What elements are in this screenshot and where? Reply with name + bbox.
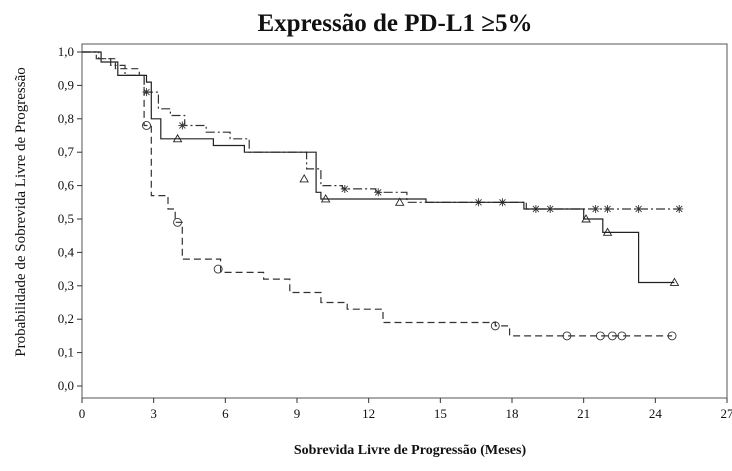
censor-mark-triangle [300,175,308,182]
plot-series [82,52,683,340]
x-tick-label: 24 [649,406,663,421]
y-tick-label: 0,8 [58,111,74,126]
y-tick-label: 0,9 [58,77,74,92]
x-tick-label: 18 [506,406,519,421]
y-axis-label: Probabilidade de Sobrevida Livre de Prog… [13,67,29,357]
y-tick-label: 0,4 [58,244,75,259]
censor-mark-star [675,205,683,213]
censor-mark-star [635,205,643,213]
plot-frame [82,44,727,398]
censor-mark-star [592,205,600,213]
y-tick-label: 0,5 [58,211,74,226]
censor-mark-star [178,121,186,129]
y-tick-label: 0,0 [58,378,74,393]
censor-mark-star [604,205,612,213]
km-curve-3 [82,52,676,340]
x-tick-label: 0 [79,406,86,421]
x-tick-label: 6 [222,406,229,421]
y-tick-label: 0,6 [58,178,75,193]
x-tick-label: 12 [362,406,375,421]
x-axis-label: Sobrevida Livre de Progressão (Meses) [294,443,527,458]
y-tick-label: 0,2 [58,311,74,326]
censor-mark-star [341,185,349,193]
km-curve-1 [82,52,683,213]
x-tick-label: 15 [434,406,447,421]
x-tick-label: 3 [150,406,157,421]
x-tick-label: 9 [294,406,301,421]
x-tick-label: 21 [577,406,590,421]
x-tick-label: 27 [721,406,732,421]
chart-title: Expressão de PD-L1 ≥5% [257,10,532,37]
y-tick-label: 1,0 [58,44,74,59]
survival-curve-line [82,52,674,283]
censor-mark-star [374,188,382,196]
y-tick-label: 0,7 [58,144,75,159]
survival-curve-line [82,52,679,209]
y-tick-label: 0,3 [58,278,74,293]
km-curve-2 [82,52,678,285]
y-tick-label: 0,1 [58,345,74,360]
